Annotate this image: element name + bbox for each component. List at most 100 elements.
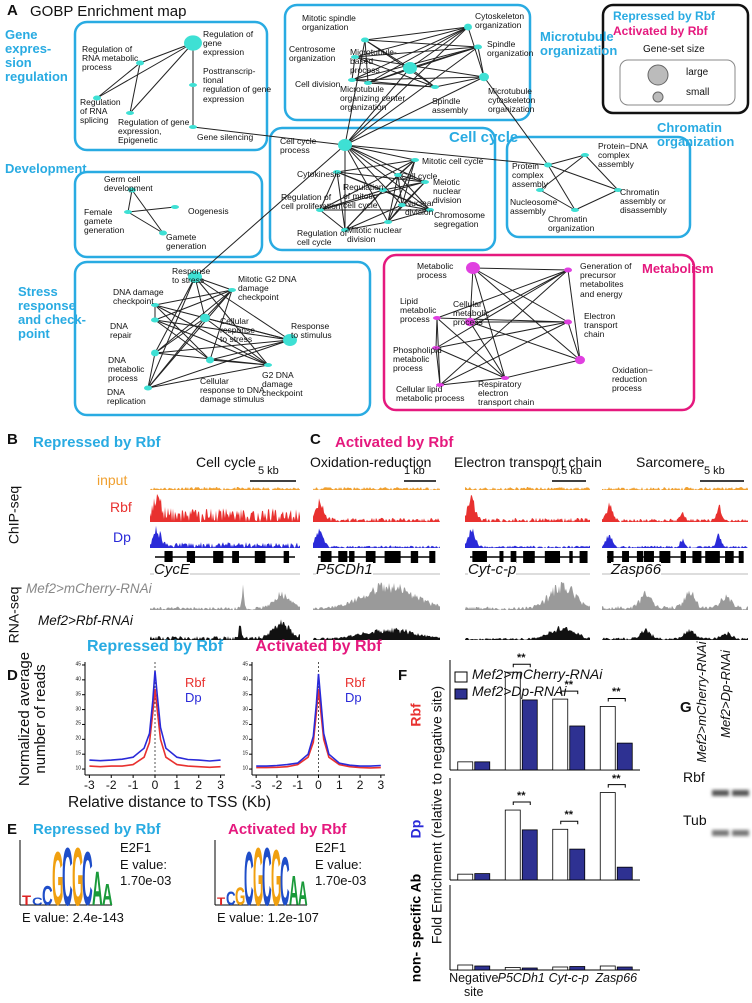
exon <box>472 551 483 563</box>
logo-letter: G <box>271 834 281 923</box>
node-label: Cell division <box>295 79 341 89</box>
node <box>159 230 167 236</box>
significance-bracket <box>512 801 531 806</box>
legend-size-title: Gene-set size <box>643 44 705 55</box>
node-label: Gene silencing <box>197 132 254 142</box>
node <box>575 355 585 365</box>
node <box>171 205 179 209</box>
node <box>364 81 372 85</box>
logo-letter: C <box>42 880 53 911</box>
edge <box>539 154 586 191</box>
dp-track <box>602 533 748 548</box>
edge <box>344 26 469 146</box>
logo-letter: A <box>298 873 308 913</box>
node-label: Cellular metabolic process <box>453 299 490 328</box>
node <box>464 23 472 31</box>
y-tick-label: 10 <box>242 765 248 772</box>
node <box>341 228 349 232</box>
node-label: Generation of precursor metabolites and … <box>580 261 632 299</box>
edge <box>129 42 194 114</box>
x-tick-label: 0 <box>151 778 159 792</box>
legend-label: Rbf <box>345 675 366 690</box>
gene-label: Cyt-c-p <box>468 561 517 579</box>
significance-bracket <box>560 820 579 825</box>
node-label: Microtubule cytoskeleton organization <box>488 86 536 115</box>
edge <box>382 189 431 211</box>
y-tick-label: 30 <box>242 705 248 712</box>
gene-label: P5CDh1 <box>316 561 373 579</box>
node <box>151 349 159 357</box>
group-label: Metabolism <box>642 261 714 276</box>
node <box>264 363 272 367</box>
edge <box>387 181 426 223</box>
motif-site-evalue: E value: 2.4e-143 <box>22 910 124 925</box>
logo-letter: C <box>262 830 272 924</box>
node-label: Nuclear division <box>405 198 435 218</box>
group-box <box>73 170 264 259</box>
bar <box>569 848 586 881</box>
node <box>361 37 369 43</box>
legend-small-label: small <box>686 87 710 98</box>
node <box>126 111 134 115</box>
edge <box>367 26 469 84</box>
input-track <box>313 487 440 490</box>
legend-label: Rbf <box>185 675 206 690</box>
motif-evalue-label: E value: <box>315 857 362 872</box>
node-label: Regulation of gene expression <box>203 29 254 58</box>
group-label: Chromatin organization <box>657 120 735 150</box>
edge <box>96 42 194 99</box>
bar <box>521 829 538 881</box>
node-label: Phospholipid metabolic process <box>393 345 442 374</box>
node <box>184 35 202 51</box>
group-box <box>283 3 532 122</box>
significance: ** <box>564 679 574 692</box>
edge <box>387 209 431 223</box>
motif-factor: E2F1 <box>120 840 152 855</box>
node <box>348 78 356 82</box>
motif-factor: E2F1 <box>315 840 347 855</box>
exon <box>410 551 419 563</box>
panel-letter: E <box>7 821 18 838</box>
exon <box>738 551 744 563</box>
edge <box>354 46 479 58</box>
logo-letter: C <box>32 895 43 908</box>
significance: ** <box>611 686 621 699</box>
edge <box>584 154 619 191</box>
edge <box>344 67 411 146</box>
panel-title: GOBP Enrichment map <box>30 3 187 20</box>
node <box>421 180 429 184</box>
edge <box>469 267 474 323</box>
edge <box>154 289 233 321</box>
line <box>89 670 221 762</box>
edge <box>439 377 506 386</box>
edge <box>434 76 485 88</box>
exon <box>384 551 397 563</box>
edge <box>351 46 479 81</box>
x-tick-label: Negative site <box>449 971 499 999</box>
exon <box>510 551 517 563</box>
bar <box>616 966 633 971</box>
logo-letter: G <box>52 837 64 922</box>
edge <box>435 347 506 379</box>
exon <box>481 551 487 563</box>
edge <box>204 317 269 366</box>
bar <box>457 873 474 881</box>
legend-box <box>601 3 750 115</box>
rbf-track <box>465 494 590 522</box>
significance: ** <box>516 652 526 665</box>
edge <box>483 76 549 166</box>
x-tick-label: -1 <box>127 778 139 792</box>
edge <box>401 159 416 206</box>
bar <box>552 698 569 771</box>
logo-letter: A <box>102 878 113 912</box>
edge <box>351 76 485 81</box>
edge <box>194 276 206 319</box>
node <box>351 55 359 59</box>
motif-evalue: 1.70e-03 <box>120 873 172 888</box>
edge <box>319 189 384 211</box>
node <box>544 162 552 168</box>
legend-label: Mef2>Dp-RNAi <box>472 683 567 699</box>
significance: ** <box>611 772 621 785</box>
node-label: Spindle assembly <box>432 96 468 116</box>
track-label: Mef2>mCherry-RNAi <box>26 581 152 596</box>
